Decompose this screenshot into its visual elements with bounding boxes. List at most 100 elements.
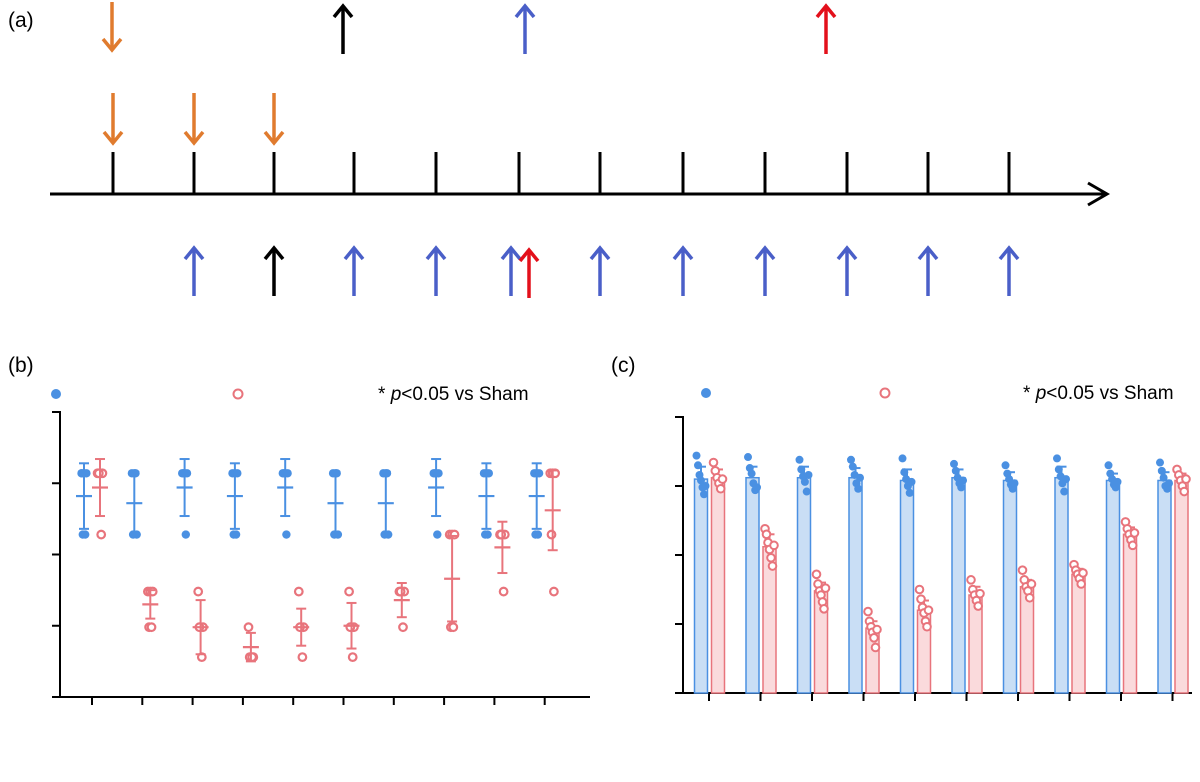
adaptation-arrow-head xyxy=(102,130,124,146)
test-arrow xyxy=(754,245,776,296)
panel-b-label: (b) xyxy=(8,354,34,377)
test-arrow-head xyxy=(672,245,694,261)
sham-point xyxy=(179,469,188,478)
sham-point xyxy=(1060,487,1069,496)
ldh-point xyxy=(297,652,308,662)
sham-point xyxy=(1113,477,1122,486)
pwl-legend: * p<0.05 vs Sham xyxy=(701,383,1174,404)
sham-point xyxy=(692,451,701,460)
ldh-point xyxy=(1129,528,1140,538)
sham-point xyxy=(1159,473,1168,482)
ldh-point xyxy=(869,633,879,643)
ldh-group--1 xyxy=(92,458,108,540)
ldh-bar-group-28 xyxy=(1120,517,1140,694)
ldh-group-10 xyxy=(293,586,310,662)
legend-arrow-orange xyxy=(101,2,123,53)
sham-bar-group-35 xyxy=(1156,458,1173,694)
ldh-point xyxy=(767,561,778,571)
sham-point xyxy=(231,530,241,539)
legend-arrow-black xyxy=(332,3,354,54)
test-arrow xyxy=(183,245,205,296)
timeline-panel: (a) xyxy=(8,2,1110,298)
sham-point xyxy=(744,453,752,462)
ldh-point xyxy=(708,457,719,468)
sham-point xyxy=(959,476,967,485)
ldh-point xyxy=(916,594,926,604)
sham-point xyxy=(382,469,392,478)
sham-group--1 xyxy=(76,462,92,539)
ldh-point xyxy=(1024,592,1035,603)
legend-arrow-blue xyxy=(514,3,536,54)
sham-point xyxy=(800,477,809,486)
test-arrow xyxy=(425,245,447,296)
test-arrow xyxy=(672,245,694,296)
ldh-point xyxy=(146,622,157,633)
ldh-point xyxy=(193,586,204,597)
sham-bar-group-12 xyxy=(950,459,967,694)
panel-a-label: (a) xyxy=(8,9,34,32)
test-arrow xyxy=(917,245,939,296)
legend-marker-sham xyxy=(51,389,61,399)
sham-point xyxy=(900,468,909,477)
sham-group-5 xyxy=(176,458,193,539)
test-arrow xyxy=(998,245,1020,296)
sham-point xyxy=(950,459,958,468)
ldh-bar-group-5 xyxy=(811,569,831,694)
ldh-point xyxy=(811,569,822,580)
ldh-point xyxy=(496,529,507,540)
test-arrow-head xyxy=(917,245,939,261)
ldh-bar xyxy=(1019,585,1035,694)
ldh-point xyxy=(761,529,772,540)
test-arrow xyxy=(836,245,858,296)
test-arrow xyxy=(343,245,365,296)
pwt-legend: * p<0.05 vs Sham xyxy=(51,384,529,405)
sham-point xyxy=(81,530,90,539)
note-prefix: * xyxy=(1023,383,1036,404)
sham-point xyxy=(797,465,806,474)
legend-marker-sham xyxy=(701,388,711,398)
sham-point xyxy=(795,455,804,464)
ldh-point xyxy=(820,583,831,593)
ldh-bar xyxy=(1174,479,1189,694)
note-rest: <0.05 vs Sham xyxy=(401,384,528,405)
sham-point xyxy=(483,530,492,539)
sham-point xyxy=(701,482,710,490)
ldh-point xyxy=(293,586,304,597)
sham-point xyxy=(694,461,702,470)
ldh-point xyxy=(914,584,925,595)
sham-point xyxy=(753,483,761,492)
sham-point xyxy=(905,488,914,497)
ldh-point xyxy=(498,586,509,597)
legend-arrow-red-head xyxy=(815,3,837,19)
legend-significance-note: * p<0.05 vs Sham xyxy=(1023,383,1174,404)
ldh-bar-group-10 xyxy=(914,584,934,694)
ldh-point xyxy=(766,552,776,563)
collection-arrow xyxy=(518,247,540,298)
ldh-point xyxy=(243,622,254,633)
sham-point xyxy=(1104,461,1113,470)
ldh-point xyxy=(93,468,104,479)
ldh-bar-group-3 xyxy=(760,523,779,694)
ldh-bar-group-7 xyxy=(863,606,882,694)
legend-significance-note: * p<0.05 vs Sham xyxy=(378,384,529,405)
ldh-point xyxy=(1127,540,1138,551)
surgery-arrow xyxy=(263,245,285,296)
sham-bar xyxy=(951,476,966,694)
sham-group-28 xyxy=(478,462,495,539)
sham-point xyxy=(1156,458,1164,467)
sham-point xyxy=(1165,479,1173,488)
sham-bar-group-14 xyxy=(1001,461,1019,694)
ldh-point xyxy=(975,588,985,599)
sham-group-3 xyxy=(126,469,143,539)
ldh-bar-group-14 xyxy=(1017,565,1037,694)
adaptation-arrow xyxy=(183,93,205,146)
test-arrow-head xyxy=(500,245,522,261)
ldh-group-21 xyxy=(444,529,461,633)
ldh-group-5 xyxy=(192,586,209,662)
pwl-marks xyxy=(692,451,1191,694)
test-arrow-head xyxy=(425,245,447,261)
ldh-point xyxy=(863,606,873,617)
sham-point xyxy=(282,530,291,539)
sham-point xyxy=(804,470,813,479)
sham-group-35 xyxy=(528,462,545,539)
